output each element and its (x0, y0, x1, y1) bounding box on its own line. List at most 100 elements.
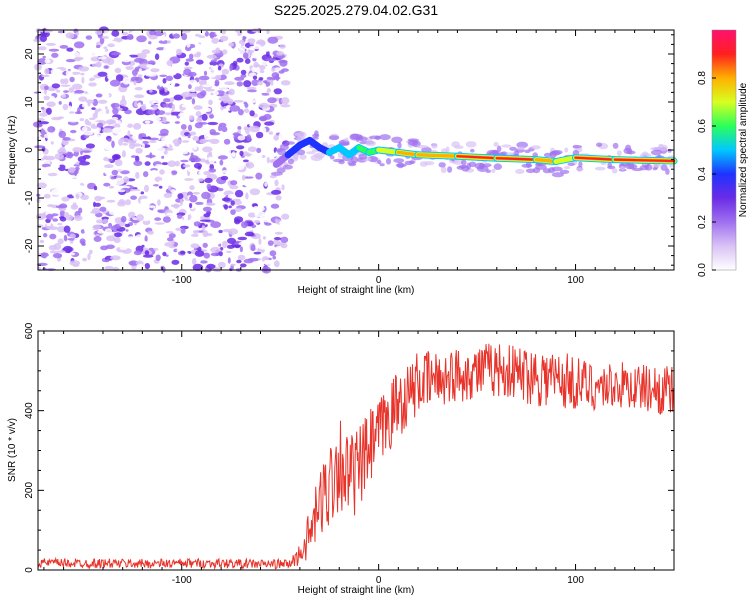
noise-speckle (75, 161, 80, 165)
noise-speckle (99, 37, 105, 45)
noise-speckle (66, 153, 75, 157)
noise-speckle (174, 160, 180, 167)
ridge-halo (532, 167, 541, 174)
noise-speckle (158, 180, 163, 188)
ridge-halo (650, 149, 662, 156)
ridge-halo (530, 145, 541, 150)
noise-speckle (128, 260, 139, 266)
noise-speckle (87, 182, 96, 190)
noise-speckle (219, 159, 224, 166)
noise-speckle (51, 188, 63, 196)
noise-speckle (91, 134, 101, 139)
noise-speckle (159, 74, 168, 78)
noise-speckle (215, 31, 223, 36)
noise-speckle (104, 168, 115, 176)
ridge-halo (567, 162, 575, 166)
noise-speckle (241, 174, 246, 181)
noise-speckle (226, 39, 231, 43)
noise-speckle (240, 74, 247, 78)
noise-speckle (97, 77, 102, 83)
noise-speckle (243, 179, 250, 187)
ridge-halo (650, 147, 660, 151)
spec-x-tick-label: 100 (567, 275, 584, 286)
noise-speckle (180, 38, 184, 45)
noise-speckle (121, 150, 126, 158)
ridge-halo (306, 151, 316, 155)
noise-speckle (46, 101, 56, 107)
noise-speckle (128, 211, 136, 219)
noise-speckle (215, 74, 222, 81)
noise-speckle (66, 47, 74, 52)
noise-speckle (227, 98, 234, 105)
noise-speckle (87, 253, 91, 261)
noise-speckle (164, 147, 174, 151)
ridge-halo (665, 168, 670, 175)
noise-speckle (280, 104, 291, 108)
noise-speckle (264, 47, 271, 52)
noise-speckle (217, 261, 226, 269)
noise-speckle (221, 68, 230, 75)
noise-speckle (247, 210, 258, 214)
noise-speckle (122, 77, 131, 85)
snr-y-tick-label: 0 (24, 567, 35, 573)
noise-speckle (206, 183, 212, 190)
colorbar-tick-label: 0.2 (697, 215, 708, 229)
noise-speckle (136, 97, 146, 102)
noise-speckle (149, 152, 153, 159)
noise-speckle (191, 233, 199, 237)
noise-speckle (164, 251, 174, 255)
ridge-halo (447, 166, 453, 173)
snr-x-tick-label: 100 (567, 575, 584, 586)
noise-speckle (144, 161, 151, 166)
noise-speckle (207, 121, 219, 126)
noise-speckle (190, 172, 198, 177)
noise-speckle (82, 139, 86, 146)
noise-speckle (107, 138, 112, 142)
noise-speckle (63, 78, 69, 85)
noise-speckle (207, 71, 217, 78)
noise-speckle (103, 46, 108, 50)
ridge-halo (628, 163, 638, 170)
noise-speckle (234, 216, 244, 223)
noise-speckle (237, 236, 248, 241)
noise-speckle (190, 211, 197, 218)
noise-speckle (170, 189, 176, 194)
noise-speckle (236, 259, 242, 264)
noise-speckle (193, 105, 203, 110)
noise-speckle (45, 250, 51, 254)
noise-speckle (78, 168, 84, 174)
noise-speckle (85, 35, 93, 40)
noise-speckle (191, 162, 195, 170)
noise-speckle (281, 68, 289, 72)
noise-speckle (120, 215, 127, 223)
noise-speckle (102, 218, 109, 224)
colorbar-tick-label: 0.6 (697, 119, 708, 133)
noise-speckle (264, 121, 275, 126)
noise-speckle (225, 129, 236, 134)
ridge-halo (652, 163, 661, 168)
noise-speckle (210, 221, 222, 229)
noise-speckle (84, 91, 88, 94)
noise-speckle (250, 99, 257, 104)
noise-speckle (239, 150, 244, 157)
noise-speckle (108, 40, 118, 44)
noise-speckle (103, 164, 114, 169)
noise-speckle (221, 126, 228, 133)
noise-speckle (247, 38, 256, 44)
noise-speckle (126, 236, 136, 240)
noise-speckle (268, 207, 272, 216)
noise-speckle (58, 101, 62, 105)
noise-speckle (55, 205, 67, 209)
noise-speckle (194, 86, 200, 91)
noise-speckle (181, 91, 192, 98)
noise-speckle (226, 46, 230, 52)
noise-speckle (232, 36, 239, 42)
ridge-halo (395, 163, 407, 168)
noise-speckle (158, 133, 169, 137)
noise-speckle (83, 130, 94, 136)
spec-x-tick-label: -100 (172, 275, 192, 286)
ridge-halo (563, 166, 571, 170)
noise-speckle (56, 53, 66, 60)
ridge-halo (344, 137, 349, 142)
